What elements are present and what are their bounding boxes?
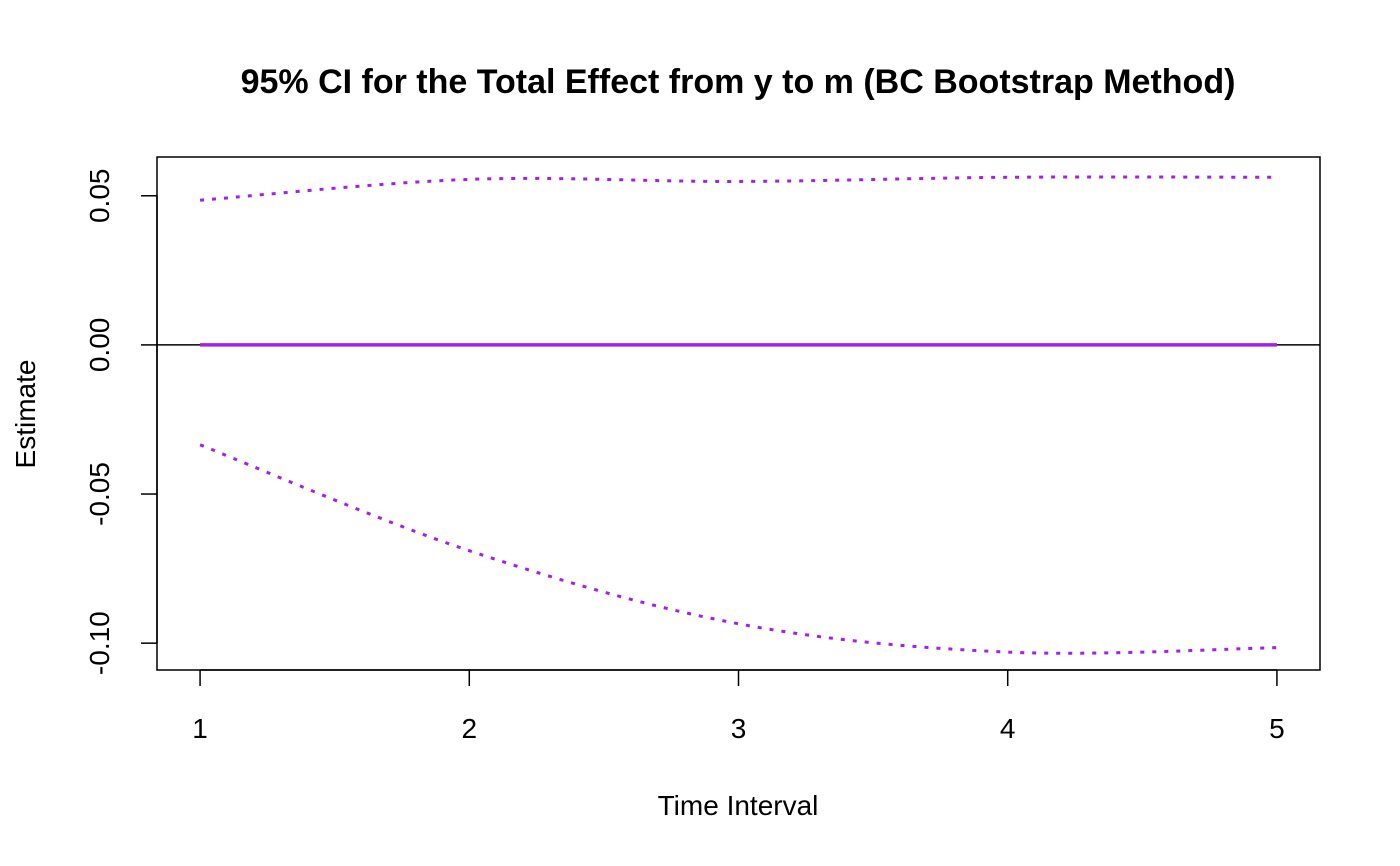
chart-title: 95% CI for the Total Effect from y to m … xyxy=(241,63,1236,101)
x-tick-label: 4 xyxy=(1000,713,1016,744)
y-tick-label: -0.10 xyxy=(84,611,115,675)
x-tick-label: 1 xyxy=(192,713,208,744)
x-tick-label: 5 xyxy=(1269,713,1285,744)
y-tick-label: 0.05 xyxy=(84,169,115,224)
y-axis-label: Estimate xyxy=(10,360,41,469)
x-tick-label: 2 xyxy=(461,713,477,744)
x-tick-label: 3 xyxy=(731,713,747,744)
x-axis-label: Time Interval xyxy=(658,790,819,821)
plot-frame xyxy=(156,156,1321,671)
series-line-upper xyxy=(199,175,1277,202)
y-tick-label: -0.05 xyxy=(84,462,115,526)
plot-layer: 1 2 3 4 5 -0.10 -0.05 0.00 0.05 xyxy=(84,169,1320,744)
series-line-lower xyxy=(199,443,1277,655)
y-tick-label: 0.00 xyxy=(84,318,115,373)
